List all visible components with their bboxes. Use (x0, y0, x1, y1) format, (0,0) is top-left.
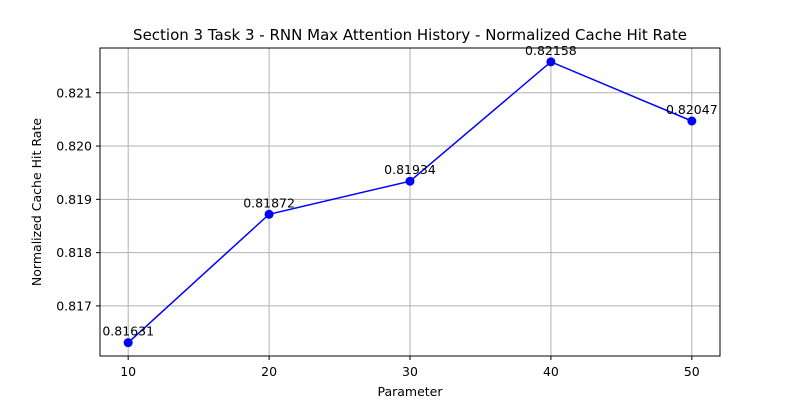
x-tick-label: 50 (684, 364, 700, 379)
plot-frame (99, 47, 721, 357)
data-point (123, 338, 133, 348)
series-layer: 0.81631 0.81872 0.81934 0.82158 0.82047 (102, 43, 718, 348)
y-axis-label: Normalized Cache Hit Rate (29, 118, 44, 286)
y-tick-label: 0.820 (56, 139, 92, 154)
x-axis-label: Parameter (377, 384, 443, 399)
data-point (405, 176, 415, 186)
data-point (264, 209, 274, 219)
y-tick-label: 0.817 (56, 298, 92, 313)
y-tick-label: 0.818 (56, 245, 92, 260)
x-tick-label: 40 (543, 364, 559, 379)
x-tick-label: 10 (120, 364, 136, 379)
y-tick-label: 0.819 (56, 192, 92, 207)
data-point (546, 57, 556, 67)
chart-title: Section 3 Task 3 - RNN Max Attention His… (133, 26, 687, 44)
y-tick-label: 0.821 (56, 85, 92, 100)
data-point (687, 116, 697, 126)
data-label: 0.82047 (666, 102, 718, 117)
x-tick-label: 30 (402, 364, 418, 379)
data-label: 0.81934 (384, 162, 436, 177)
grid (100, 48, 720, 356)
axes: 10 20 30 40 50 0.817 0.818 0.819 0.820 0.821 (56, 85, 700, 379)
x-tick-label: 20 (261, 364, 277, 379)
data-label: 0.81631 (102, 324, 154, 339)
data-label: 0.81872 (243, 195, 295, 210)
data-label: 0.82158 (525, 43, 577, 58)
